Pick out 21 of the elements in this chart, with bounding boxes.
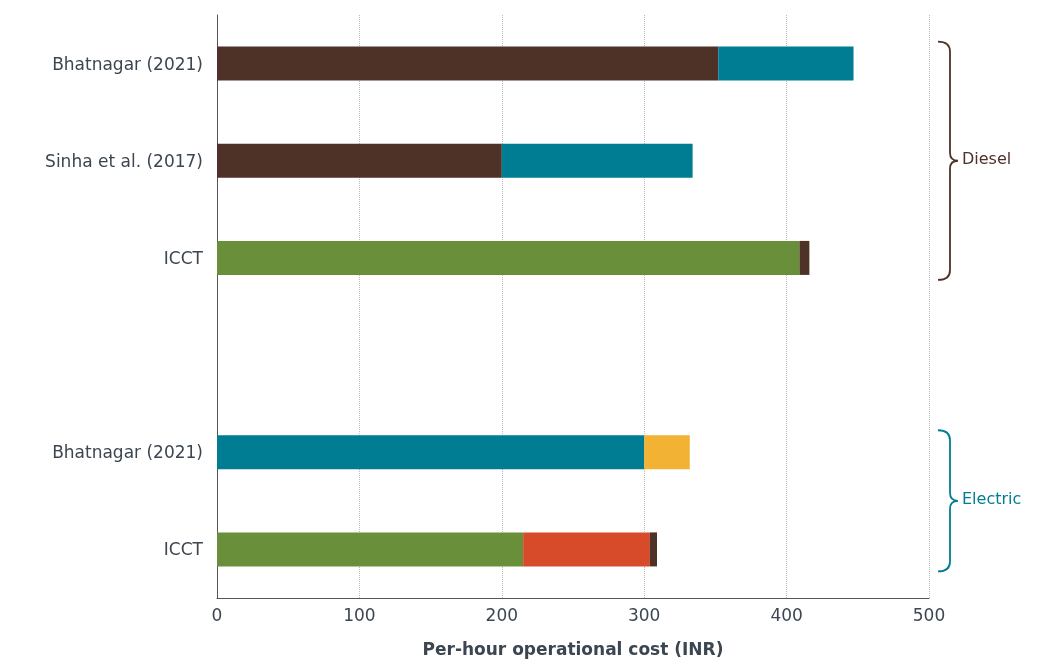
x-tick-label: 400 [770,604,803,625]
y-tick-label: Bhatnagar (2021) [52,442,203,463]
y-tick-label: Sinha et al. (2017) [45,150,203,171]
bar [718,46,854,81]
x-tick-label: 500 [912,604,946,625]
x-axis-title: Per-hour operational cost (INR) [422,638,724,659]
bar [649,532,658,567]
bar [217,532,524,567]
y-tick-label: Bhatnagar (2021) [52,53,203,74]
text: Diesel [962,149,1012,169]
bar [523,532,650,567]
bar [217,240,800,275]
x-tick-label: 300 [627,604,661,625]
text: Electric [962,489,1022,509]
x-tick-label: 200 [485,604,519,625]
x-tick-label: 0 [211,604,223,625]
x-tick-label: 100 [343,604,376,625]
y-tick-label: ICCT [163,247,204,268]
bar [644,435,690,470]
y-tick-label: ICCT [163,539,204,560]
bar [501,143,693,178]
